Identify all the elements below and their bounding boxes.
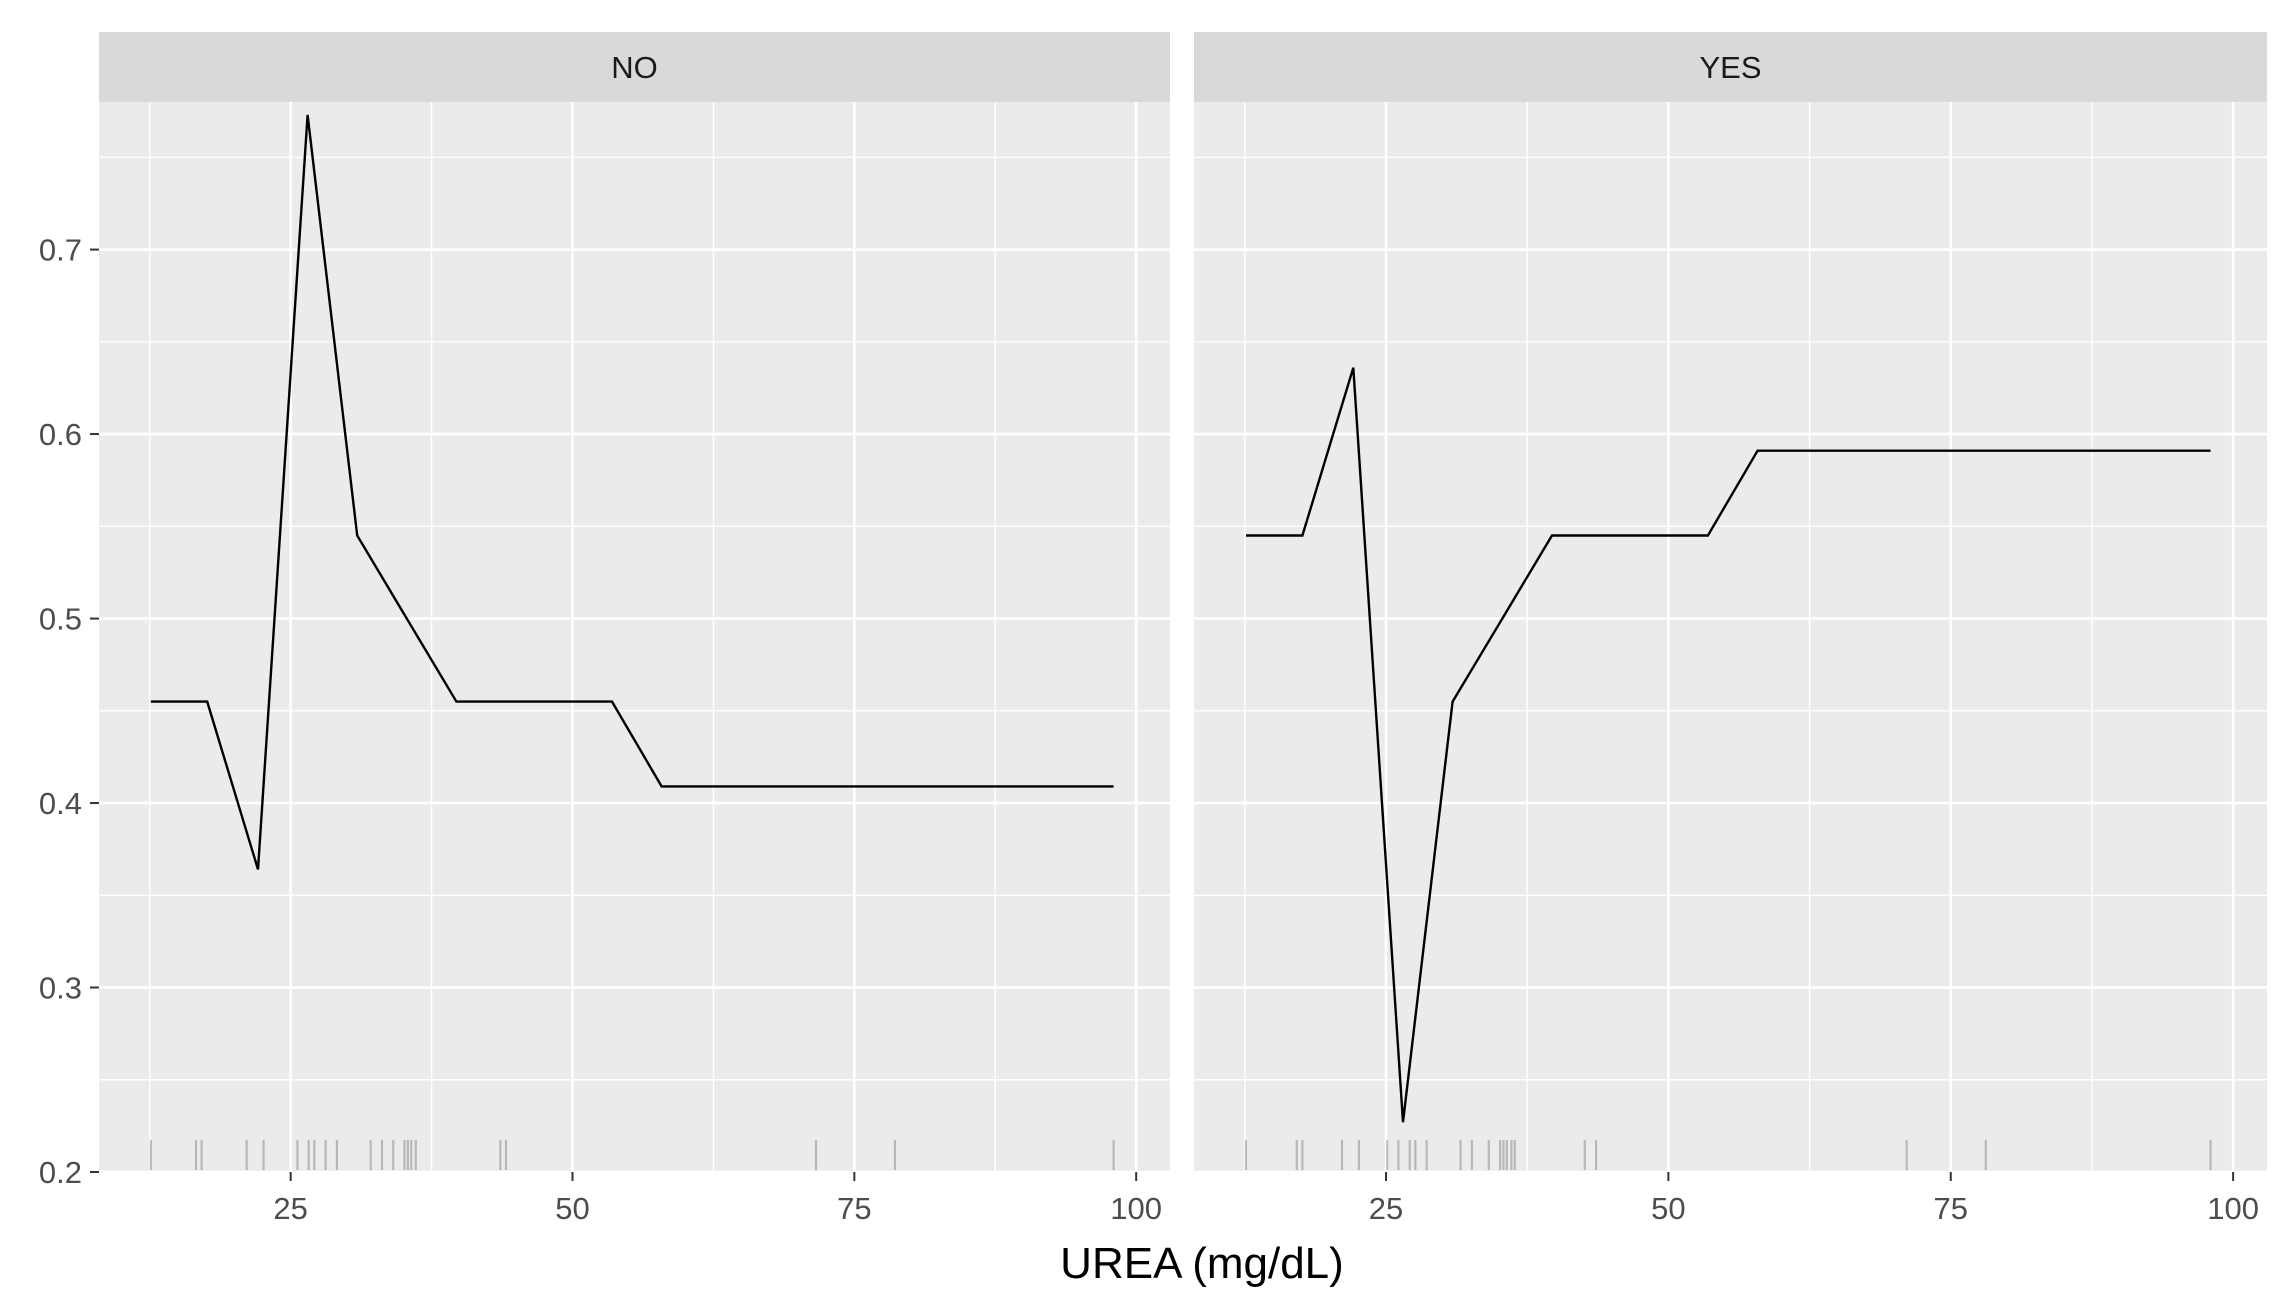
y-tick-label: 0.2 <box>39 1155 82 1190</box>
y-tick-label: 0.5 <box>39 602 82 637</box>
y-tick-label: 0.4 <box>39 786 82 821</box>
facet-strip <box>99 32 1170 102</box>
chart-panels: NO 25 50 75 100 YES 25 50 75 100 <box>99 32 2267 1226</box>
x-tick-label: 100 <box>1110 1191 1162 1226</box>
x-tick-label: 100 <box>2207 1191 2259 1226</box>
x-tick-label: 75 <box>1934 1191 1968 1226</box>
facet-strip-label: YES <box>1699 50 1761 85</box>
series-line <box>150 114 1114 870</box>
y-axis: 0.2 0.3 0.4 0.5 0.6 0.7 <box>39 233 99 1190</box>
panel-background <box>1194 102 2267 1172</box>
y-tick-label: 0.3 <box>39 971 82 1006</box>
x-tick-label: 25 <box>273 1191 307 1226</box>
facet-strip-label: NO <box>611 50 658 85</box>
y-tick-label: 0.7 <box>39 233 82 268</box>
x-axis-title: UREA (mg/dL) <box>1060 1239 1344 1288</box>
series-line <box>1246 367 2211 1123</box>
x-tick-label: 75 <box>837 1191 871 1226</box>
x-tick-label: 50 <box>555 1191 589 1226</box>
x-tick-label: 25 <box>1369 1191 1403 1226</box>
panel-background <box>99 102 1170 1172</box>
y-tick-label: 0.6 <box>39 417 82 452</box>
facet-strip <box>1194 32 2267 102</box>
x-tick-label: 50 <box>1651 1191 1685 1226</box>
panel-yes: YES 25 50 75 100 <box>1194 32 2267 1226</box>
panel-no: NO 25 50 75 100 <box>99 32 1170 1226</box>
